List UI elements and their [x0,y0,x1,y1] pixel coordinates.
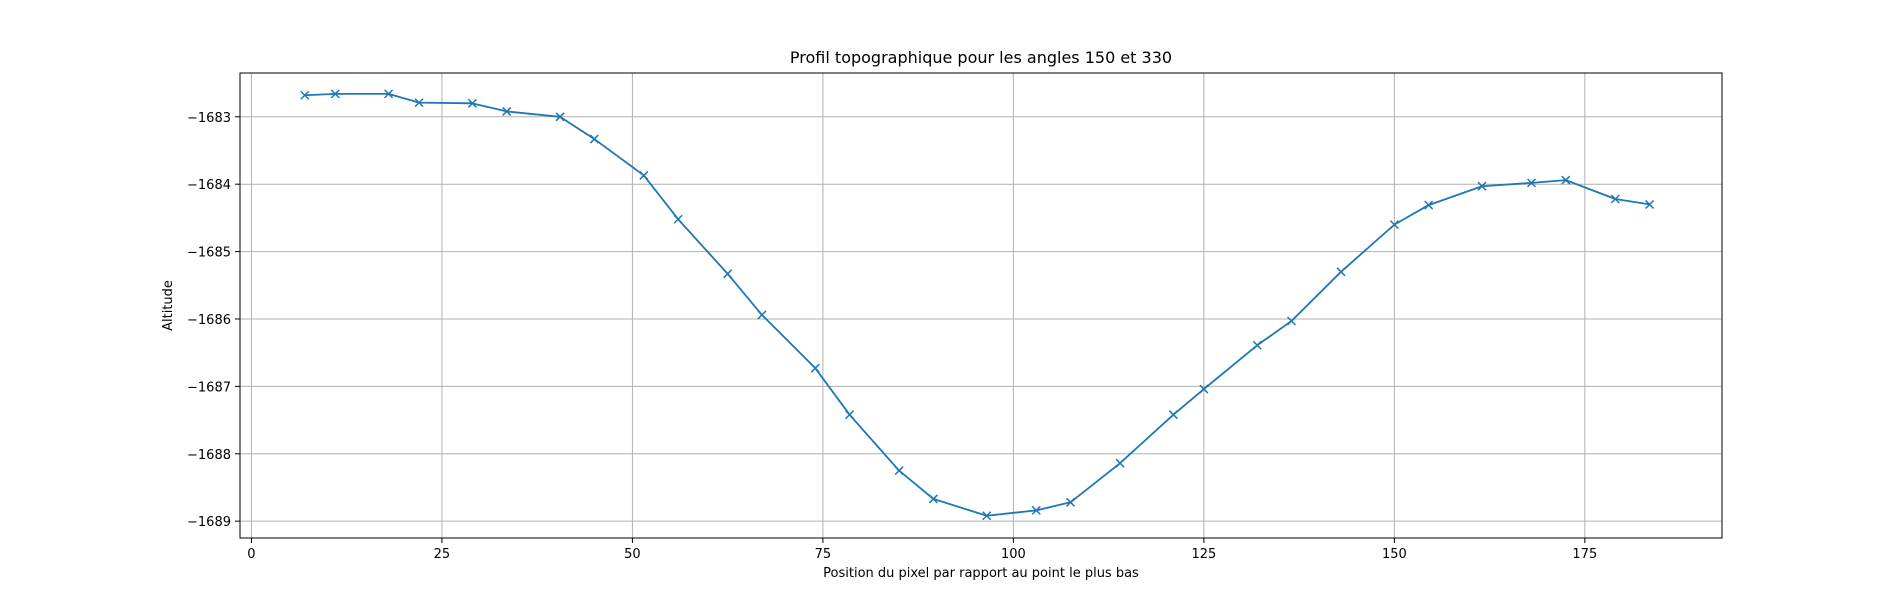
x-tick-label: 175 [1572,547,1597,562]
data-point [555,112,565,122]
data-point [639,170,649,180]
x-tick-label: 50 [624,547,641,562]
y-tick-label: −1689 [187,515,231,530]
x-tick-label: 75 [815,547,832,562]
grid [240,73,1722,538]
data-point [330,89,340,99]
y-tick-label: −1688 [187,448,231,463]
data-point [1645,199,1655,209]
x-tick-label: 0 [247,547,255,562]
x-tick-label: 100 [1001,547,1026,562]
data-point [1286,316,1297,326]
data-point [384,89,394,99]
data-point [845,410,855,420]
data-point [1336,267,1346,277]
data-point [1477,181,1487,191]
y-tick-label: −1683 [187,111,231,126]
data-point [467,98,477,108]
data-point [1065,497,1076,507]
data-point [502,106,512,116]
x-tick-label: 25 [434,547,451,562]
data-point [894,466,904,476]
series-line [304,92,1650,517]
y-axis-label: Altitude [161,280,176,331]
y-tick-label: −1686 [187,313,231,328]
x-axis-label: Position du pixel par rapport au point l… [823,566,1139,581]
data-point [1424,200,1434,210]
x-tick-label: 125 [1191,547,1216,562]
y-tick-label: −1684 [187,178,231,193]
data-point [1031,505,1041,515]
data-point [1199,384,1209,394]
data-point [1561,175,1571,185]
y-tick-label: −1687 [187,380,231,395]
data-point [300,90,310,100]
y-tick-label: −1685 [187,246,231,261]
data-point [723,269,733,279]
chart-title: Profil topographique pour les angles 150… [790,48,1172,67]
x-tick-label: 150 [1382,547,1407,562]
data-point [589,134,599,144]
data-point [1389,220,1399,230]
data-point [928,494,938,504]
data-point [757,310,767,320]
data-series [300,89,1655,521]
axis-ticks: 0 25 50 75 100 125 150 175 −1683 −1684 −1685 −1686 −… [187,111,1597,562]
data-point [414,98,424,108]
data-point [673,214,683,224]
data-point [1610,194,1620,204]
data-point [1168,410,1178,420]
data-point [810,363,820,373]
plot-area-frame [239,72,1723,539]
data-point [982,511,992,521]
data-point [1115,458,1125,468]
data-point [1252,340,1262,350]
data-point [1526,178,1537,188]
